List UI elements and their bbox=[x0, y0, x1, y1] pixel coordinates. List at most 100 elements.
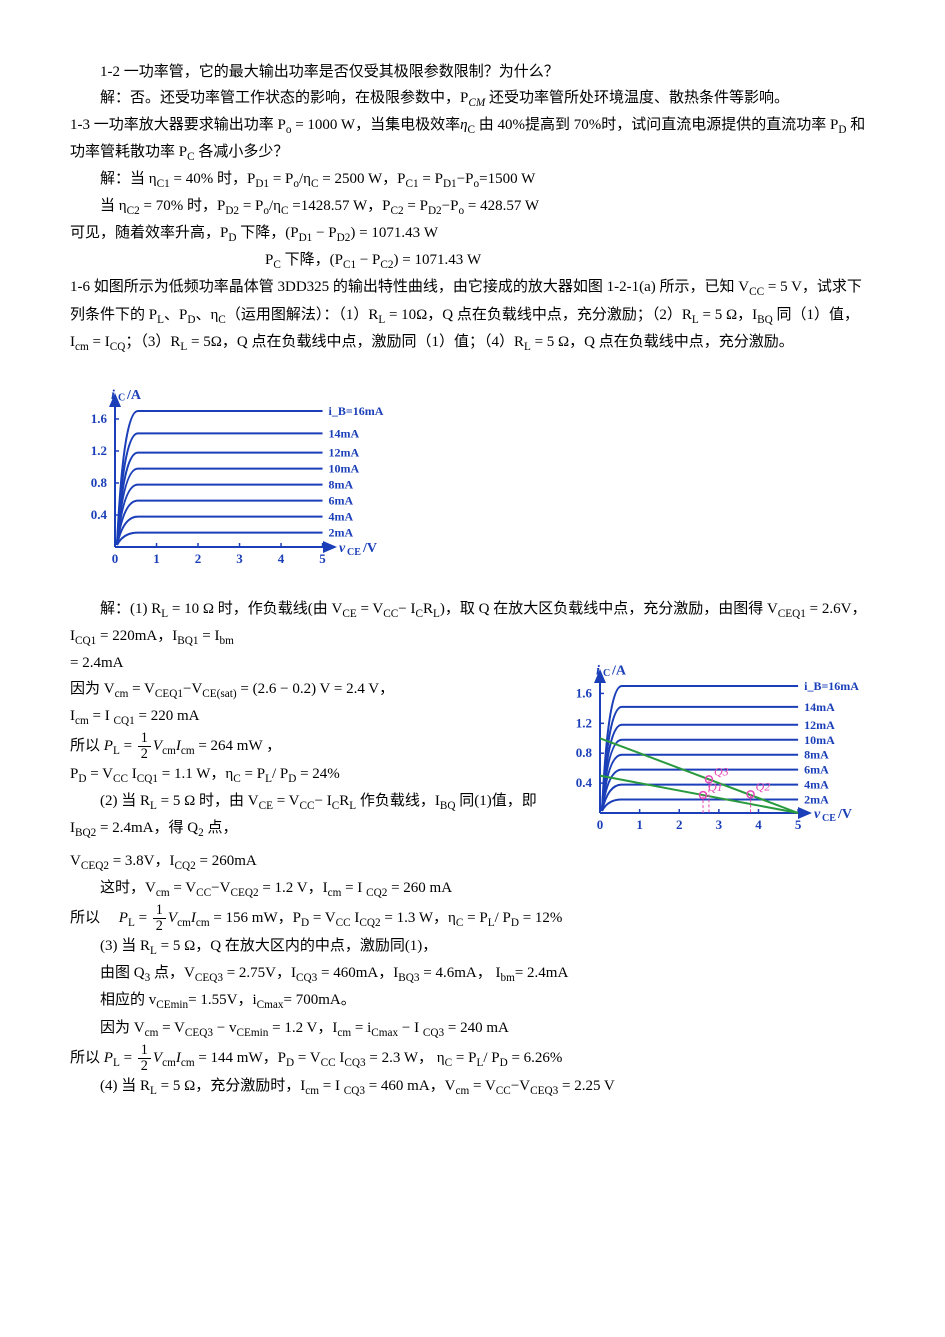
svg-text:i_B=16mA: i_B=16mA bbox=[329, 404, 384, 418]
t: = P bbox=[452, 1050, 476, 1066]
t: 所以 bbox=[70, 910, 100, 926]
svg-text:8mA: 8mA bbox=[804, 748, 829, 762]
svg-text:Q3: Q3 bbox=[714, 764, 729, 778]
s: D bbox=[301, 917, 309, 929]
svg-text:3: 3 bbox=[716, 817, 723, 832]
q13-text: 1-3 一功率放大器要求输出功率 Po = 1000 W，当集电极效率ηC 由 … bbox=[70, 113, 875, 167]
t: 还受功率管所处环境温度、散热条件等影响。 bbox=[485, 90, 789, 106]
t: )，取 Q 在放大区负载线中点，充分激励，由图得 V bbox=[440, 601, 778, 617]
svg-text:/V: /V bbox=[837, 807, 852, 822]
t: − P bbox=[356, 252, 380, 268]
svg-text:1: 1 bbox=[636, 817, 643, 832]
t: = 428.57 W bbox=[464, 198, 539, 214]
t: = 1.2 V，I bbox=[259, 880, 328, 896]
den: 2 bbox=[138, 747, 151, 762]
s: CEQ1 bbox=[778, 608, 806, 620]
t: − I bbox=[398, 1020, 423, 1036]
svg-text:2: 2 bbox=[676, 817, 683, 832]
t: /η bbox=[299, 171, 311, 187]
num: 1 bbox=[138, 731, 151, 747]
t: = 4.6mA， I bbox=[419, 965, 500, 981]
chart-2: 0123450.40.81.21.6iC/AvCE/Vi_B=16mA14mA1… bbox=[555, 651, 875, 841]
t: (4) 当 R bbox=[100, 1078, 150, 1094]
q12-answer: 解：否。还受功率管工作状态的影响，在极限参数中，PCM 还受功率管所处环境温度、… bbox=[70, 86, 875, 113]
t: P bbox=[104, 738, 113, 754]
t: I bbox=[128, 766, 137, 782]
t: = V bbox=[469, 1078, 496, 1094]
s: Cmax bbox=[257, 999, 284, 1011]
s: C bbox=[273, 259, 281, 271]
t: −V bbox=[211, 880, 230, 896]
t: − I bbox=[315, 793, 332, 809]
t: 解：否。还受功率管工作状态的影响，在极限参数中，P bbox=[100, 90, 468, 106]
t: = 5Ω，Q 点在负载线中点，激励同（1）值；（4）R bbox=[187, 334, 524, 350]
s: CQ3 bbox=[296, 972, 317, 984]
q13-sol4: PC 下降，(PC1 − PC2) = 1071.43 W bbox=[70, 248, 875, 275]
t: V bbox=[153, 738, 162, 754]
s: C1 bbox=[343, 259, 356, 271]
svg-text:10mA: 10mA bbox=[804, 733, 835, 747]
t: = I bbox=[199, 628, 220, 644]
s: L bbox=[157, 314, 164, 326]
t: = V bbox=[170, 880, 197, 896]
sol-12: 因为 Vcm = VCEQ3 − vCEmin = 1.2 V，Icm = iC… bbox=[70, 1016, 875, 1043]
svg-text:4: 4 bbox=[755, 817, 762, 832]
t: = 10Ω，Q 点在负载线中点，充分激励；（2）R bbox=[385, 307, 692, 323]
svg-text:4mA: 4mA bbox=[329, 509, 354, 523]
svg-text:6mA: 6mA bbox=[329, 493, 354, 507]
s: L bbox=[692, 314, 699, 326]
t: = 3.8V，I bbox=[109, 853, 175, 869]
t: 由 40%提高到 70%时，试问直流电源提供的直流功率 P bbox=[475, 117, 838, 133]
t: = 1.55V，i bbox=[188, 992, 256, 1008]
svg-text:C: C bbox=[118, 392, 125, 403]
t: 点，V bbox=[150, 965, 195, 981]
svg-text:0.8: 0.8 bbox=[576, 745, 593, 760]
s: C bbox=[233, 773, 241, 785]
t: 作负载线，I bbox=[356, 793, 440, 809]
s: L bbox=[488, 917, 495, 929]
t: = 12% bbox=[519, 910, 562, 926]
svg-text:8mA: 8mA bbox=[329, 477, 354, 491]
s: cm bbox=[305, 1085, 319, 1097]
t: = 260 mA bbox=[387, 880, 452, 896]
t: = I bbox=[89, 334, 110, 350]
t: = 460 mA，V bbox=[365, 1078, 456, 1094]
t: − P bbox=[312, 225, 336, 241]
frac-half: 12 bbox=[138, 731, 151, 762]
s: CC bbox=[300, 800, 315, 812]
t: = I bbox=[319, 1078, 344, 1094]
t: = V bbox=[294, 1050, 321, 1066]
svg-text:0.4: 0.4 bbox=[576, 775, 593, 790]
t: = 240 mA bbox=[444, 1020, 509, 1036]
svg-text:1.2: 1.2 bbox=[91, 443, 107, 458]
s: BQ bbox=[757, 314, 773, 326]
s: CQ1 bbox=[75, 635, 96, 647]
svg-text:10mA: 10mA bbox=[329, 461, 360, 475]
svg-text:/V: /V bbox=[362, 541, 377, 556]
t: ) = 1071.43 W bbox=[394, 252, 482, 268]
num: 1 bbox=[153, 903, 166, 919]
svg-text:CE: CE bbox=[347, 547, 361, 558]
s: D bbox=[286, 1057, 294, 1069]
t: 下降，(P bbox=[236, 225, 298, 241]
s: CEQ3 bbox=[530, 1085, 558, 1097]
t: 、η bbox=[195, 307, 218, 323]
t: =1500 W bbox=[479, 171, 535, 187]
s: CEmin bbox=[156, 999, 188, 1011]
s: CQ3 bbox=[344, 1057, 365, 1069]
s: CEQ2 bbox=[230, 887, 258, 899]
t: = 700mA。 bbox=[284, 992, 356, 1008]
svg-text:CE: CE bbox=[822, 813, 836, 824]
sol-9: (3) 当 RL = 5 Ω，Q 在放大区内的中点，激励同(1)， bbox=[70, 934, 875, 961]
s: D bbox=[500, 1057, 508, 1069]
s: CC bbox=[496, 1085, 511, 1097]
sol-8: 所以 PL = 12VcmIcm = 156 mW，PD = VCC ICQ2 … bbox=[70, 903, 875, 934]
t: /η bbox=[269, 198, 281, 214]
s: D bbox=[511, 917, 519, 929]
t: (2) 当 R bbox=[100, 793, 150, 809]
t: R bbox=[423, 601, 433, 617]
svg-text:5: 5 bbox=[795, 817, 802, 832]
t: = 70% 时，P bbox=[140, 198, 226, 214]
s: cm bbox=[177, 917, 191, 929]
svg-text:2mA: 2mA bbox=[804, 793, 829, 807]
